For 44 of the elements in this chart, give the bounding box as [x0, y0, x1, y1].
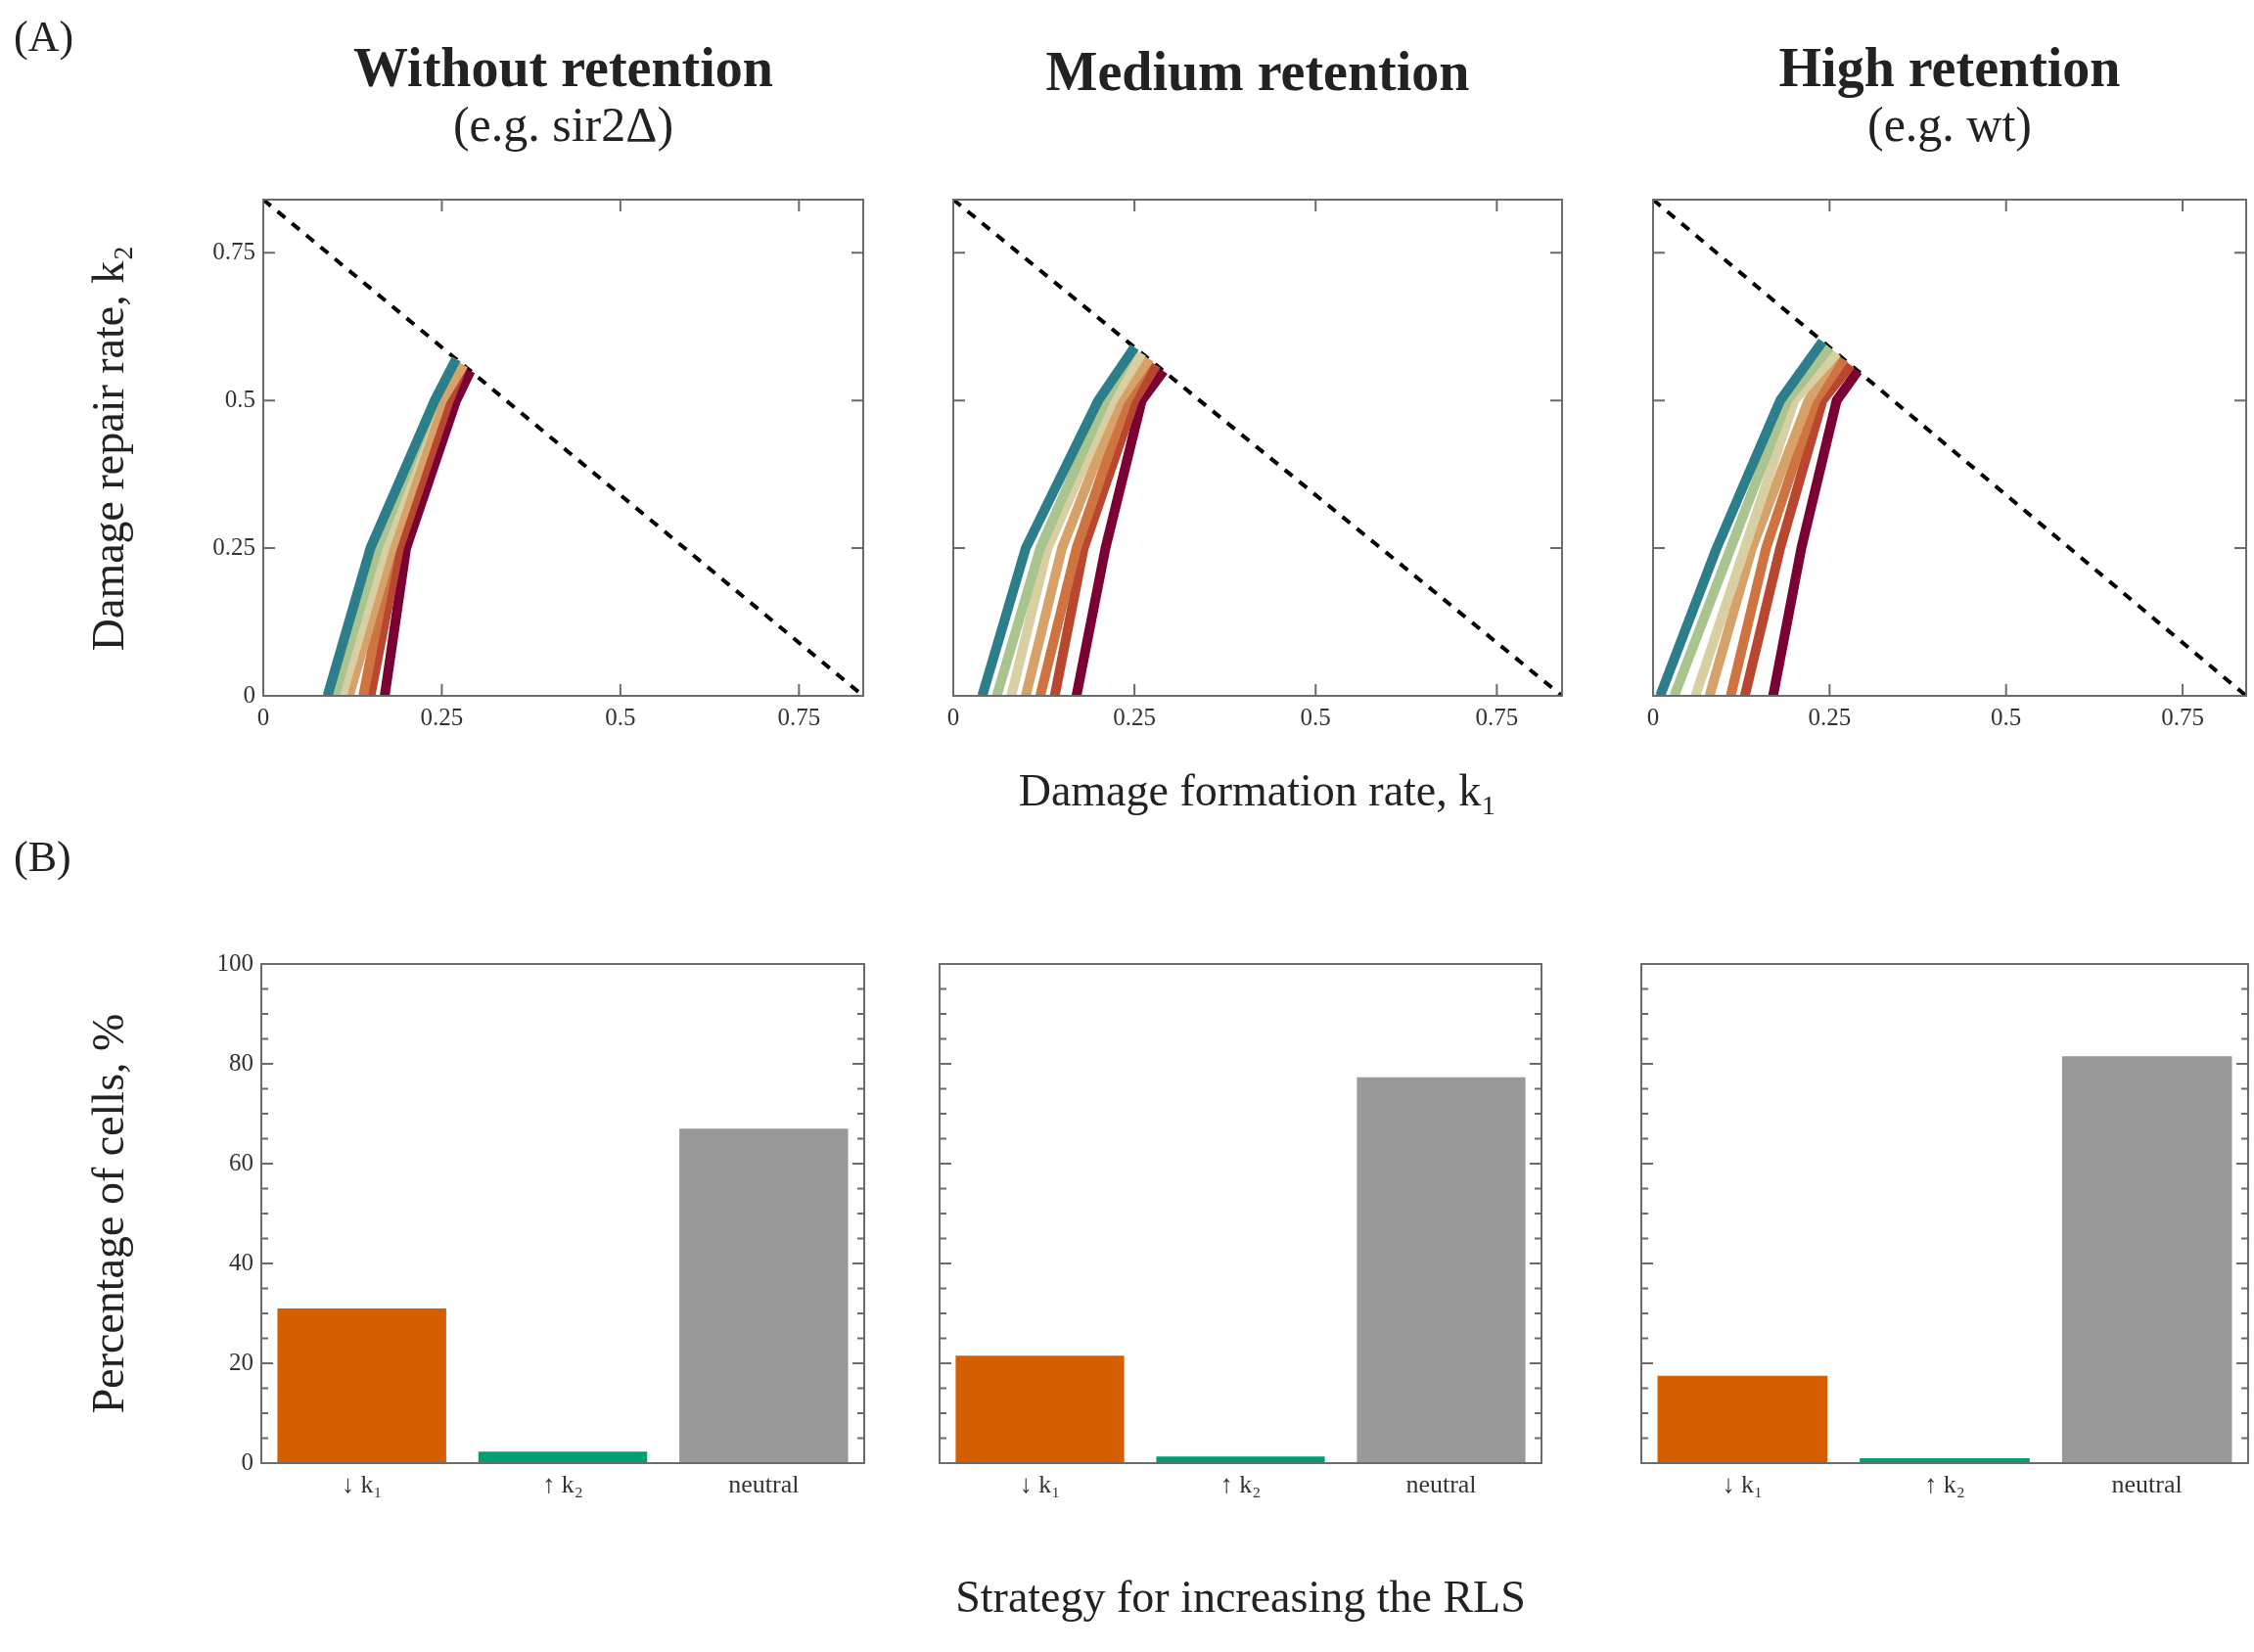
x-tick-label: neutral [728, 1470, 800, 1499]
y-tick-label: 60 [229, 1148, 253, 1175]
y-tick-label: 80 [229, 1048, 253, 1076]
bar [478, 1451, 648, 1463]
chart-subtitle: (e.g. wt) [1867, 97, 2033, 152]
x-tick-label: 0.25 [1113, 703, 1156, 730]
x-tick-label: 0.75 [777, 703, 821, 730]
x-tick-label: ↓ k₁ [1019, 1470, 1061, 1499]
bar [679, 1128, 849, 1463]
x-tick-label: 0.75 [2161, 703, 2204, 730]
y-tick-label: 0.75 [212, 237, 255, 264]
y-tick-label: 0.5 [224, 385, 255, 412]
chart-title: Medium retention [1045, 41, 1470, 102]
x-tick-label: ↑ k₂ [542, 1470, 583, 1499]
x-tick-label: 0.75 [1475, 703, 1519, 730]
y-tick-label: 0 [241, 1447, 253, 1475]
x-axis-title: Damage formation rate, k₁ [1018, 764, 1497, 816]
x-tick-label: neutral [2111, 1470, 2183, 1499]
x-tick-label: 0 [1646, 703, 1660, 730]
y-axis-title: Percentage of cells, % [82, 1013, 134, 1414]
x-tick-label: 0.5 [1300, 703, 1331, 730]
x-tick-label: 0.25 [1808, 703, 1852, 730]
y-tick-label: 0.25 [212, 532, 255, 560]
chart-subtitle: (e.g. sir2Δ) [451, 97, 675, 152]
y-tick-label: 100 [216, 948, 253, 976]
y-tick-label: 40 [229, 1248, 253, 1275]
chart-title: Without retention [353, 37, 773, 98]
x-tick-label: 0.5 [605, 703, 636, 730]
x-tick-label: ↑ k₂ [1924, 1470, 1965, 1499]
x-axis-title: Strategy for increasing the RLS [955, 1571, 1526, 1623]
chart-title: High retention [1778, 37, 2121, 98]
x-tick-label: 0.25 [420, 703, 464, 730]
x-tick-label: neutral [1405, 1470, 1477, 1499]
x-tick-label: 0 [946, 703, 960, 730]
bar [277, 1308, 446, 1463]
y-axis-title: Damage repair rate, k₂ [82, 245, 134, 651]
x-tick-label: ↓ k₁ [1722, 1470, 1764, 1499]
text: (B) [14, 832, 71, 882]
x-tick-label: ↓ k₁ [341, 1470, 383, 1499]
x-tick-label: ↑ k₂ [1219, 1470, 1262, 1499]
y-tick-label: 0 [243, 680, 255, 708]
x-tick-label: 0.5 [1991, 703, 2022, 730]
text: (A) [14, 12, 74, 62]
y-tick-label: 20 [229, 1348, 253, 1375]
